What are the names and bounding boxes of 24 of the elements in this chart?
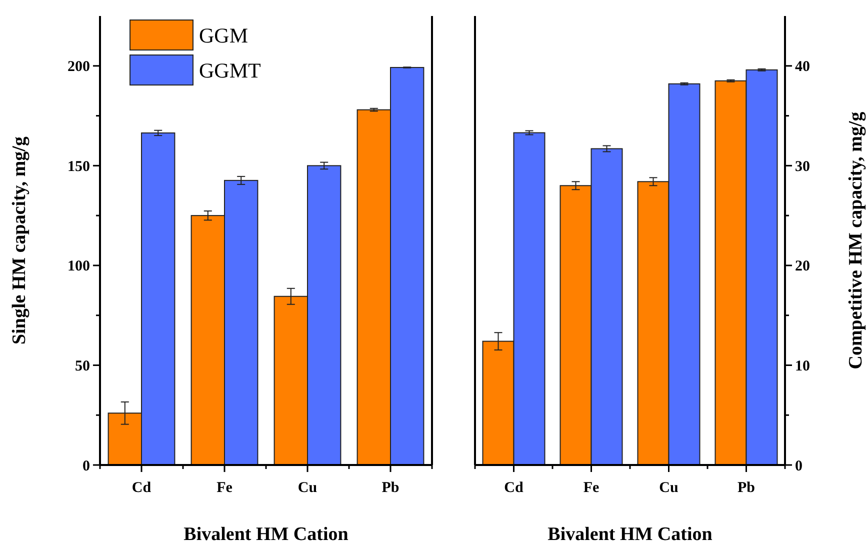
x-tick-label: Cu <box>659 480 678 496</box>
y-tick-label: 200 <box>68 59 90 76</box>
y-tick-label: 50 <box>75 358 90 374</box>
y-tick-label: 0 <box>795 458 802 474</box>
y-tick-label: 20 <box>795 258 810 275</box>
y-axis-title: Competitive HM capacity, mg/g <box>846 111 867 370</box>
x-tick-label: Fe <box>216 480 233 496</box>
x-axis-title: Bivalent HM Cation <box>548 524 713 543</box>
x-axis-title: Bivalent HM Cation <box>184 524 349 543</box>
y-tick-label: 10 <box>795 358 810 374</box>
y-tick-label: 0 <box>82 458 90 474</box>
legend-label: GGMT <box>199 58 262 82</box>
x-tick-label: Cd <box>504 480 524 496</box>
y-tick-label: 100 <box>68 258 90 275</box>
y-tick-label: 40 <box>795 59 810 76</box>
x-tick-label: Pb <box>737 480 756 496</box>
x-tick-label: Cd <box>132 480 152 496</box>
y-tick-label: 30 <box>795 158 810 175</box>
x-tick-label: Pb <box>382 480 400 496</box>
legend-label: GGM <box>199 23 248 48</box>
x-tick-label: Cu <box>298 480 318 496</box>
y-tick-label: 150 <box>68 158 90 175</box>
x-tick-label: Fe <box>583 480 600 496</box>
y-axis-title: Single HM capacity, mg/g <box>9 136 30 344</box>
